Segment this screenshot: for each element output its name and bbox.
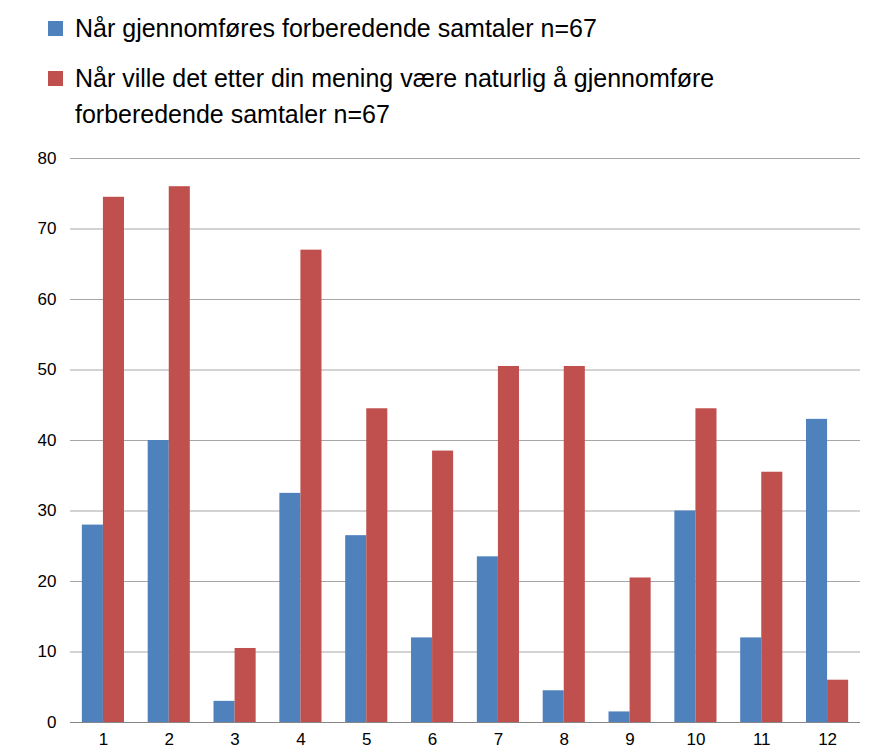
svg-text:11: 11 (753, 730, 771, 749)
svg-text:20: 20 (38, 572, 57, 591)
svg-text:10: 10 (38, 642, 57, 661)
svg-text:0: 0 (47, 713, 56, 732)
svg-text:4: 4 (296, 730, 305, 749)
svg-text:40: 40 (38, 431, 57, 450)
svg-text:10: 10 (686, 730, 705, 749)
svg-text:6: 6 (428, 730, 437, 749)
svg-text:60: 60 (38, 290, 57, 309)
svg-text:8: 8 (560, 730, 569, 749)
svg-text:12: 12 (818, 730, 837, 749)
svg-text:50: 50 (38, 360, 57, 379)
html-text:Når ville det etter din mening: Når ville det etter din mening være natu… (75, 64, 715, 128)
html-text:Når gjennomføres forberedende: Når gjennomføres forberedende samtaler n… (75, 14, 597, 42)
svg-text:7: 7 (494, 730, 503, 749)
svg-text:70: 70 (38, 219, 57, 238)
svg-text:1: 1 (99, 730, 108, 749)
svg-text:2: 2 (165, 730, 174, 749)
svg-text:80: 80 (38, 149, 57, 168)
svg-text:9: 9 (625, 730, 634, 749)
svg-text:3: 3 (230, 730, 239, 749)
svg-text:5: 5 (362, 730, 371, 749)
svg-text:30: 30 (38, 501, 57, 520)
